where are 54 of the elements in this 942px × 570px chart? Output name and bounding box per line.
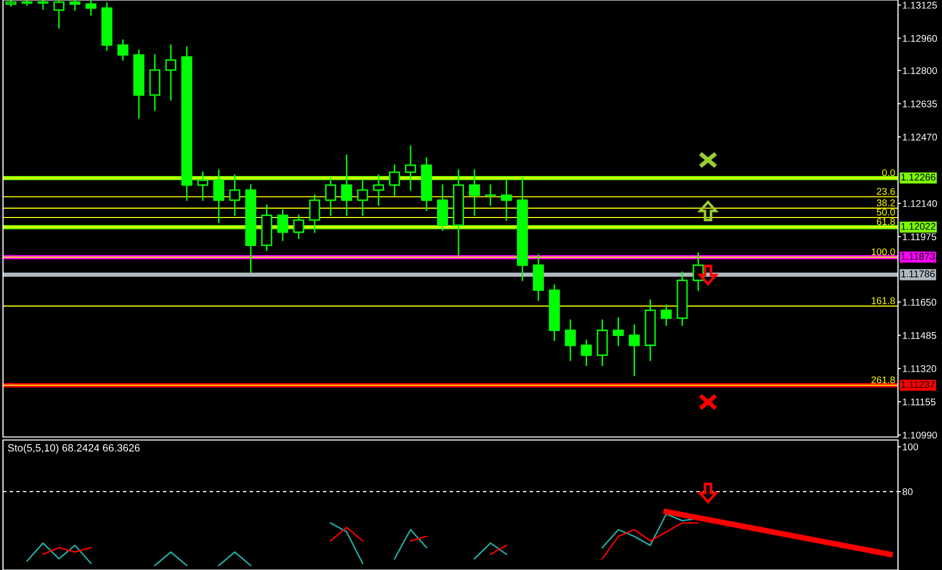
y-tick-label: 1.12635 (902, 100, 937, 108)
annotation: 100.0 (872, 248, 895, 256)
candlestick (468, 169, 480, 216)
candlestick (213, 169, 224, 223)
candlestick (197, 171, 208, 201)
annotation: 50.0 (876, 208, 895, 216)
candlestick (484, 184, 496, 206)
candlestick (341, 154, 352, 216)
annotation: 23.6 (876, 188, 895, 195)
candlestick (612, 317, 624, 346)
candlestick (117, 39, 128, 61)
ref-line-label: 1.11873 (901, 252, 935, 260)
candlestick (293, 214, 304, 239)
candlestick (389, 164, 400, 196)
ref-line-label: 1.12266 (901, 174, 936, 181)
candlestick (229, 174, 240, 216)
candlestick (405, 146, 416, 191)
candlestick (692, 252, 704, 291)
candlestick (85, 0, 96, 16)
annotation: 261.8 (871, 376, 895, 384)
y-tick-label: 1.11485 (902, 332, 936, 339)
y-tick-label: 1.11320 (902, 365, 936, 372)
candlestick (325, 178, 336, 216)
candlestick (500, 180, 512, 221)
y-tick-label: 1.12470 (902, 134, 937, 141)
y-tick-label: 80 (902, 488, 913, 496)
candlestick (357, 180, 368, 216)
y-tick-label: 1.11975 (902, 233, 936, 240)
ref-line-label: 1.12022 (901, 222, 936, 230)
annotation: 161.8 (872, 297, 895, 304)
y-tick-label: 1.12960 (902, 34, 937, 42)
y-tick-label: 100 (902, 443, 918, 450)
candlestick (69, 0, 80, 11)
candlestick (660, 304, 672, 326)
ref-line-label: 1.11786 (901, 270, 935, 278)
annotation: 61.8 (876, 218, 895, 226)
candlestick (309, 194, 320, 233)
y-tick-label: 1.13125 (902, 2, 937, 9)
candlestick (277, 210, 288, 241)
y-tick-label: 1.11155 (902, 398, 936, 406)
y-tick-label: 1.12140 (902, 200, 937, 208)
candlestick (165, 44, 176, 101)
candlestick (53, 0, 64, 29)
candlestick (564, 320, 576, 361)
annotation: 38.2 (876, 199, 895, 206)
candlestick (373, 174, 384, 206)
candlestick (628, 324, 640, 376)
annotation: Sto(5,5,10) 68.2424 66.3626 (8, 444, 140, 454)
candlestick (580, 340, 592, 366)
y-tick-label: 1.12800 (902, 67, 937, 74)
annotation: 0.0 (882, 169, 895, 176)
ref-line-label: 1.11237 (901, 380, 935, 388)
y-tick-label: 1.10990 (902, 432, 937, 439)
y-tick-label: 1.11650 (902, 298, 936, 306)
